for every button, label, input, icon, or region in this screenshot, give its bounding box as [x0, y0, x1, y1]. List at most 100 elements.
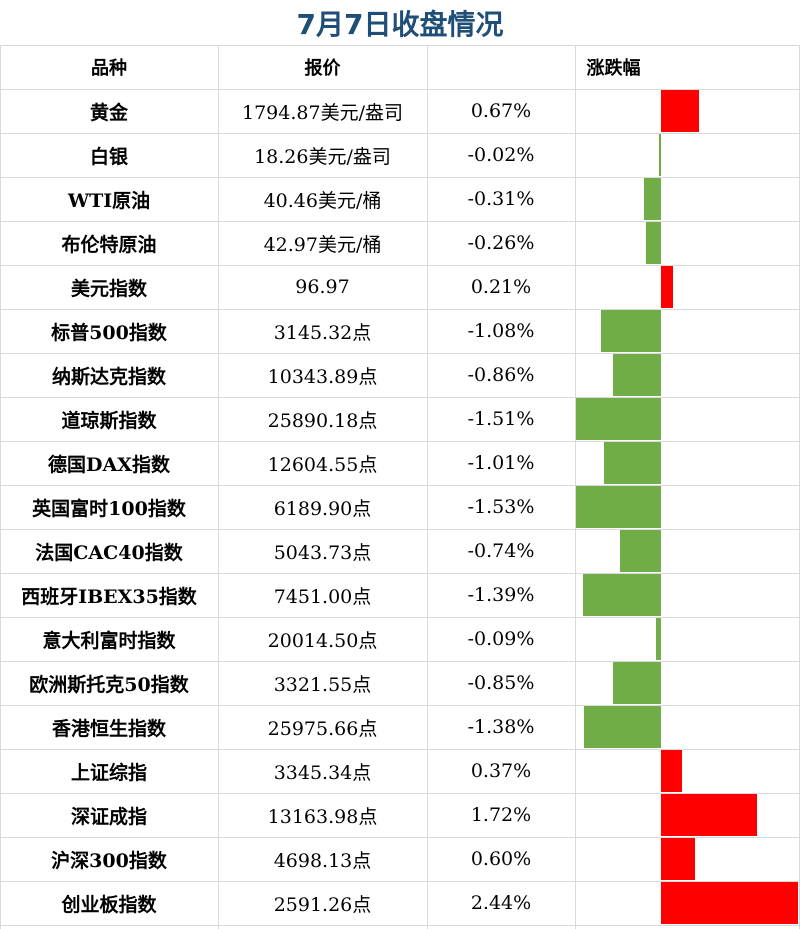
grid-line — [0, 177, 800, 178]
grid-line — [0, 925, 800, 926]
header-change: 涨跌幅 — [586, 58, 641, 79]
change-bar — [576, 398, 661, 440]
table-row: 深证成指 13163.98点 1.72% — [0, 793, 800, 837]
variety-name: 德国DAX指数 — [48, 453, 170, 476]
grid-line — [0, 837, 800, 838]
table-row: 上证综指 3345.34点 0.37% — [0, 749, 800, 793]
change-bar — [643, 178, 661, 220]
grid-line — [0, 265, 800, 266]
table-row: 道琼斯指数 25890.18点 -1.51% — [0, 397, 800, 441]
change-bar — [619, 530, 661, 572]
change-bar — [613, 662, 661, 704]
price-value: 4698.13点 — [273, 849, 372, 872]
change-bar — [661, 750, 682, 792]
change-value: 2.44% — [470, 892, 532, 914]
price-value: 13163.98点 — [267, 805, 378, 828]
grid-line — [0, 353, 800, 354]
variety-name: 白银 — [89, 145, 128, 168]
change-value: 0.67% — [470, 100, 532, 122]
table-row: 德国DAX指数 12604.55点 -1.01% — [0, 441, 800, 485]
table-row: 布伦特原油 42.97美元/桶 -0.26% — [0, 221, 800, 265]
table-row: 西班牙IBEX35指数 7451.00点 -1.39% — [0, 573, 800, 617]
grid-line — [0, 573, 800, 574]
grid-line — [0, 793, 800, 794]
change-value: 0.21% — [470, 276, 532, 298]
quote-table: 品种 报价 涨跌幅 黄金 1794.87美元/盎司 0.67% 白银 18.26美元/盎… — [0, 45, 800, 929]
grid-line — [0, 397, 800, 398]
table-row: 欧洲斯托克50指数 3321.55点 -0.85% — [0, 661, 800, 705]
grid-line — [0, 133, 800, 134]
price-value: 1794.87美元/盎司 — [242, 101, 403, 124]
price-value: 25975.66点 — [267, 717, 378, 740]
grid-line — [218, 45, 219, 929]
grid-line — [0, 485, 800, 486]
price-value: 40.46美元/桶 — [263, 189, 382, 212]
price-value: 7451.00点 — [273, 585, 372, 608]
grid-line — [575, 45, 576, 929]
change-bar — [659, 134, 661, 176]
change-bar — [575, 486, 661, 528]
price-value: 12604.55点 — [267, 453, 378, 476]
change-value: -1.01% — [467, 452, 535, 474]
grid-line — [0, 705, 800, 706]
change-value: -1.51% — [467, 408, 535, 430]
grid-line — [0, 441, 800, 442]
change-bar — [661, 90, 699, 132]
change-bar — [661, 794, 758, 836]
change-value: -1.53% — [467, 496, 535, 518]
table-row: 纳斯达克指数 10343.89点 -0.86% — [0, 353, 800, 397]
change-value: -1.08% — [467, 320, 535, 342]
table-row: 法国CAC40指数 5043.73点 -0.74% — [0, 529, 800, 573]
table-row: 沪深300指数 4698.13点 0.60% — [0, 837, 800, 881]
header-variety: 品种 — [91, 58, 127, 79]
change-bar — [600, 310, 661, 352]
variety-name: WTI原油 — [67, 189, 151, 212]
grid-line — [0, 749, 800, 750]
variety-name: 香港恒生指数 — [51, 717, 166, 740]
change-bar — [661, 838, 695, 880]
change-bar — [612, 354, 661, 396]
grid-line — [427, 45, 428, 929]
price-value: 3345.34点 — [273, 761, 372, 784]
change-bar — [604, 442, 661, 484]
change-bar — [583, 706, 661, 748]
table-row: 香港恒生指数 25975.66点 -1.38% — [0, 705, 800, 749]
variety-name: 沪深300指数 — [51, 849, 167, 872]
grid-line — [0, 661, 800, 662]
variety-name: 欧洲斯托克50指数 — [29, 673, 189, 696]
variety-name: 西班牙IBEX35指数 — [21, 585, 197, 608]
variety-name: 标普500指数 — [51, 321, 167, 344]
table-row: 标普500指数 3145.32点 -1.08% — [0, 309, 800, 353]
page-title: 7月7日收盘情况 — [296, 7, 504, 41]
change-value: -0.74% — [467, 540, 535, 562]
change-bar — [646, 222, 661, 264]
change-value: 0.37% — [470, 760, 532, 782]
price-value: 5043.73点 — [273, 541, 372, 564]
change-bar — [661, 882, 798, 924]
price-value: 25890.18点 — [267, 409, 378, 432]
table-row: WTI原油 40.46美元/桶 -0.31% — [0, 177, 800, 221]
price-value: 10343.89点 — [267, 365, 378, 388]
table-row: 黄金 1794.87美元/盎司 0.67% — [0, 89, 800, 133]
table-row: 白银 18.26美元/盎司 -0.02% — [0, 133, 800, 177]
change-value: -1.38% — [467, 716, 535, 738]
price-value: 20014.50点 — [267, 629, 378, 652]
change-value: 1.72% — [470, 804, 532, 826]
price-value: 3145.32点 — [273, 321, 372, 344]
change-bar — [661, 266, 673, 308]
variety-name: 法国CAC40指数 — [35, 541, 183, 564]
change-value: -0.31% — [467, 188, 535, 210]
change-value: -0.09% — [467, 628, 535, 650]
change-value: -0.02% — [467, 144, 535, 166]
header-price: 报价 — [304, 58, 341, 79]
change-bar — [583, 574, 661, 616]
price-value: 3321.55点 — [273, 673, 372, 696]
change-value: -0.86% — [467, 364, 535, 386]
grid-line — [0, 45, 1, 929]
price-value: 18.26美元/盎司 — [254, 145, 391, 168]
price-value: 42.97美元/桶 — [263, 233, 382, 256]
table-row: 创业板指数 2591.26点 2.44% — [0, 881, 800, 925]
change-value: 0.60% — [470, 848, 532, 870]
variety-name: 道琼斯指数 — [61, 409, 157, 432]
variety-name: 上证综指 — [70, 761, 147, 784]
